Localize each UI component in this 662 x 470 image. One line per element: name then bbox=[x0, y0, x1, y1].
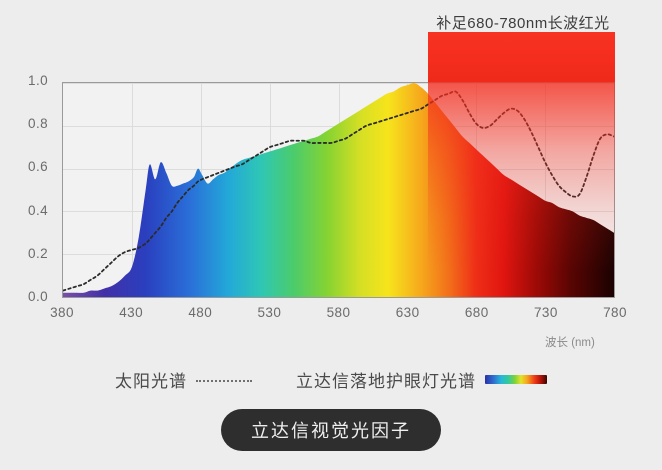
x-axis-tick-label: 630 bbox=[395, 305, 420, 320]
x-axis-title: 波长 (nm) bbox=[545, 337, 595, 349]
led-spectrum-area bbox=[63, 83, 614, 297]
y-axis-tick-label: 0.4 bbox=[28, 202, 48, 218]
spectrum-chart-svg bbox=[63, 83, 614, 297]
spectrum-plot-area bbox=[62, 82, 615, 298]
y-axis-tick-label: 1.0 bbox=[28, 73, 48, 88]
y-axis-tick-label: 0.6 bbox=[28, 159, 48, 175]
x-axis-tick-label: 530 bbox=[257, 305, 282, 320]
y-axis-tick-label: 0.8 bbox=[28, 116, 48, 132]
y-axis-tick-label: 0.0 bbox=[28, 289, 48, 304]
brand-badge: 立达信视觉光因子 bbox=[221, 409, 441, 451]
red-highlight-banner bbox=[428, 32, 615, 82]
callout-title: 补足680-780nm长波红光 bbox=[436, 15, 610, 32]
x-axis-tick-label: 380 bbox=[50, 305, 74, 320]
x-axis-tick-label: 780 bbox=[603, 305, 627, 320]
dotted-line-marker-icon bbox=[196, 380, 252, 382]
gridline-vertical bbox=[131, 83, 133, 297]
x-axis-tick-label: 480 bbox=[188, 305, 213, 320]
spectrum-bar-marker-icon bbox=[485, 374, 547, 384]
y-axis-tick-label: 0.2 bbox=[28, 245, 48, 261]
x-axis-tick-label: 430 bbox=[119, 305, 143, 320]
x-axis-tick-label: 580 bbox=[326, 305, 351, 320]
legend-label-solar: 太阳光谱 bbox=[115, 371, 187, 391]
chart-legend: 太阳光谱 立达信落地护眼灯光谱 bbox=[0, 366, 662, 392]
x-axis-tick-label: 680 bbox=[464, 305, 489, 320]
legend-label-led: 立达信落地护眼灯光谱 bbox=[296, 371, 476, 391]
legend-item-solar: 太阳光谱 bbox=[115, 367, 252, 392]
legend-item-led: 立达信落地护眼灯光谱 bbox=[296, 367, 547, 392]
x-axis-tick-label: 730 bbox=[534, 305, 558, 320]
